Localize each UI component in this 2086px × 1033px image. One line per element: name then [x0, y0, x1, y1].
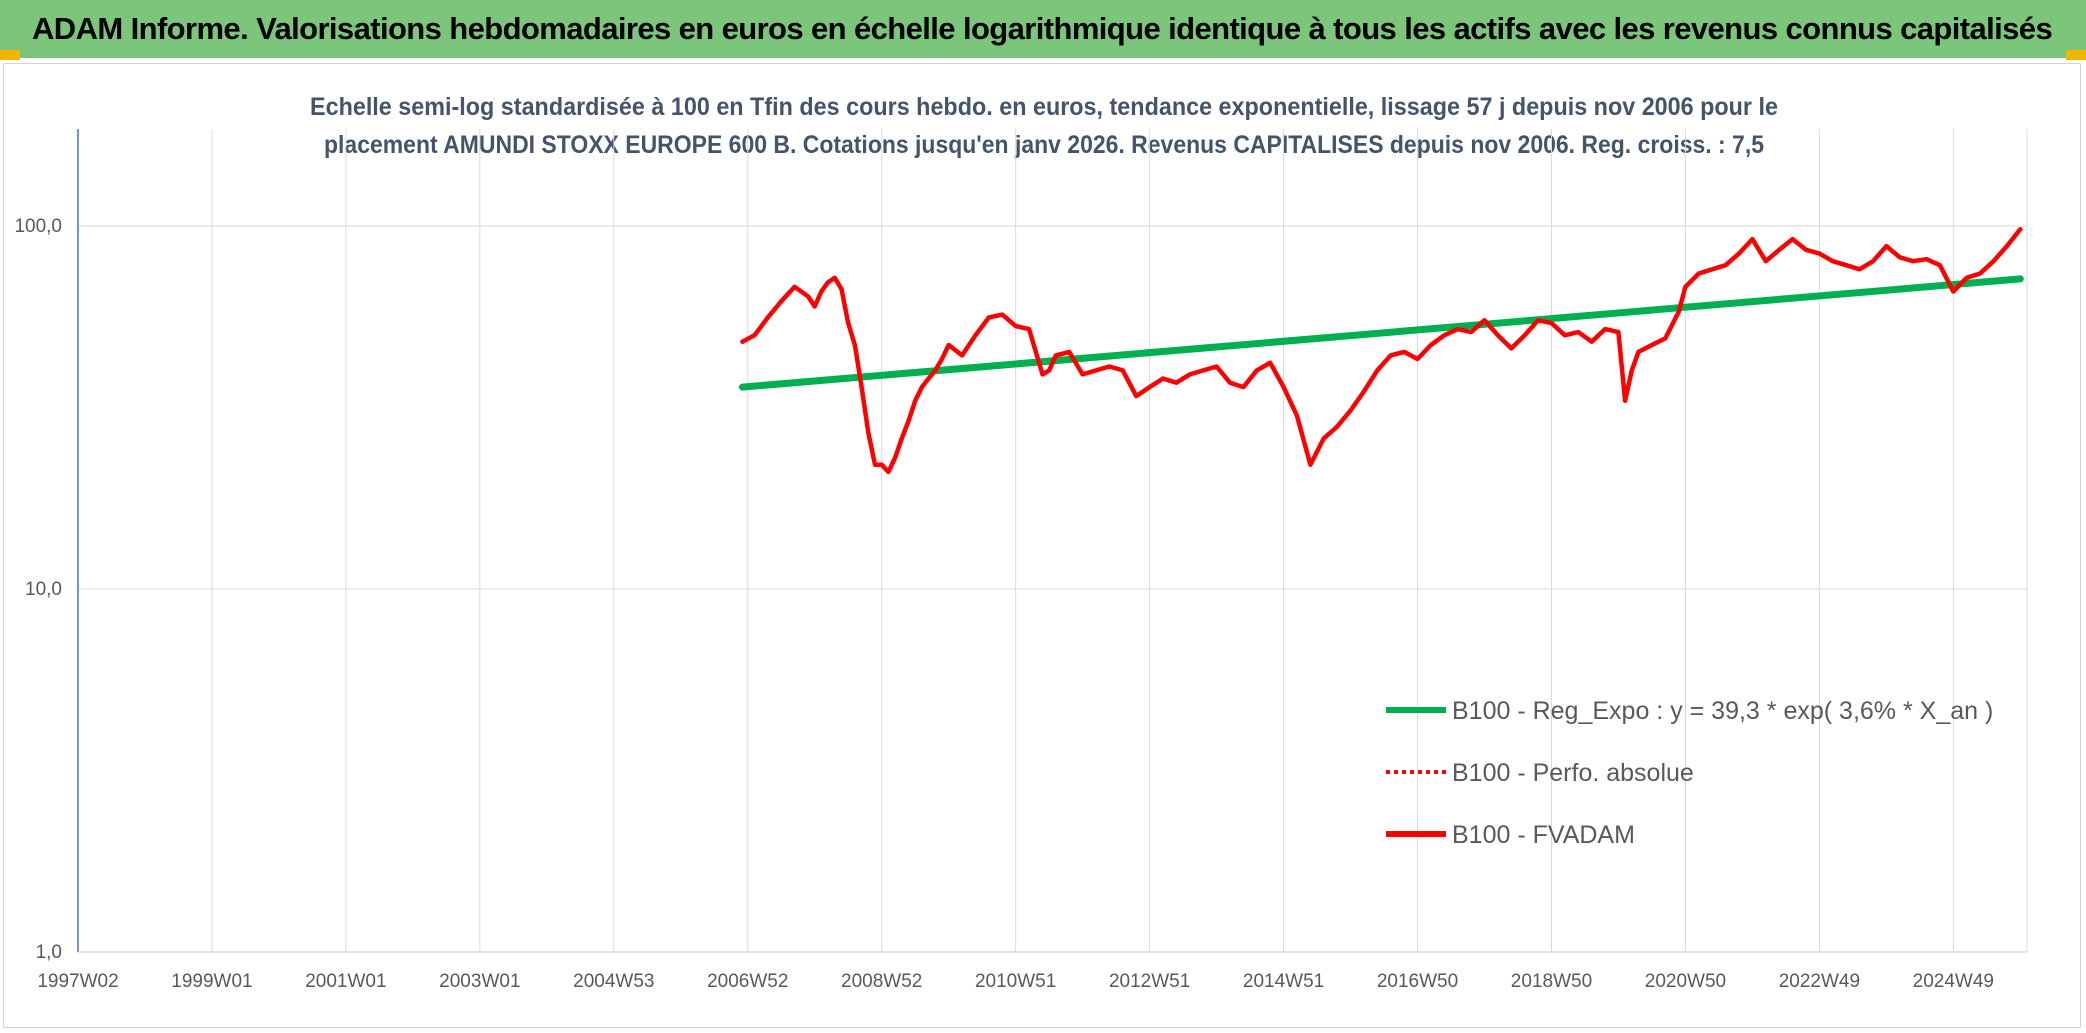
y-tick-label: 1,0: [36, 942, 62, 963]
chart-title-line: placement AMUNDI STOXX EUROPE 600 B. Cot…: [324, 131, 1764, 159]
y-tick-label: 100,0: [14, 216, 62, 237]
page-header: ADAM Informe. Valorisations hebdomadaire…: [0, 0, 2086, 58]
x-tick-label: 2012W51: [1109, 971, 1190, 992]
x-tick-label: 2006W52: [707, 971, 788, 992]
x-tick-label: 2016W50: [1377, 971, 1458, 992]
legend-label-reg-expo: B100 - Reg_Expo : y = 39,3 * exp( 3,6% *…: [1452, 697, 1993, 725]
x-tick-label: 2003W01: [439, 971, 520, 992]
y-tick-label: 10,0: [25, 579, 62, 600]
x-tick-label: 1997W02: [37, 971, 118, 992]
x-tick-label: 2010W51: [975, 971, 1056, 992]
chart-frame: Echelle semi-log standardisée à 100 en T…: [3, 63, 2081, 1028]
chart: Echelle semi-log standardisée à 100 en T…: [4, 64, 2080, 1027]
series-line-fvadam: [742, 229, 2020, 472]
x-tick-label: 2008W52: [841, 971, 922, 992]
x-tick-label: 2014W51: [1243, 971, 1324, 992]
x-tick-label: 2018W50: [1511, 971, 1592, 992]
x-tick-label: 2020W50: [1645, 971, 1726, 992]
corner-mark-top-left: [0, 50, 20, 60]
chart-title-line: Echelle semi-log standardisée à 100 en T…: [310, 93, 1778, 121]
legend-label-fvadam: B100 - FVADAM: [1452, 821, 1635, 849]
x-tick-label: 2024W49: [1913, 971, 1994, 992]
x-tick-label: 2001W01: [305, 971, 386, 992]
corner-mark-top-right: [2066, 50, 2086, 60]
x-tick-label: 2004W53: [573, 971, 654, 992]
page-title: ADAM Informe. Valorisations hebdomadaire…: [32, 11, 2052, 47]
x-tick-label: 1999W01: [171, 971, 252, 992]
x-tick-label: 2022W49: [1779, 971, 1860, 992]
legend-label-perfo-absolue: B100 - Perfo. absolue: [1452, 759, 1694, 787]
